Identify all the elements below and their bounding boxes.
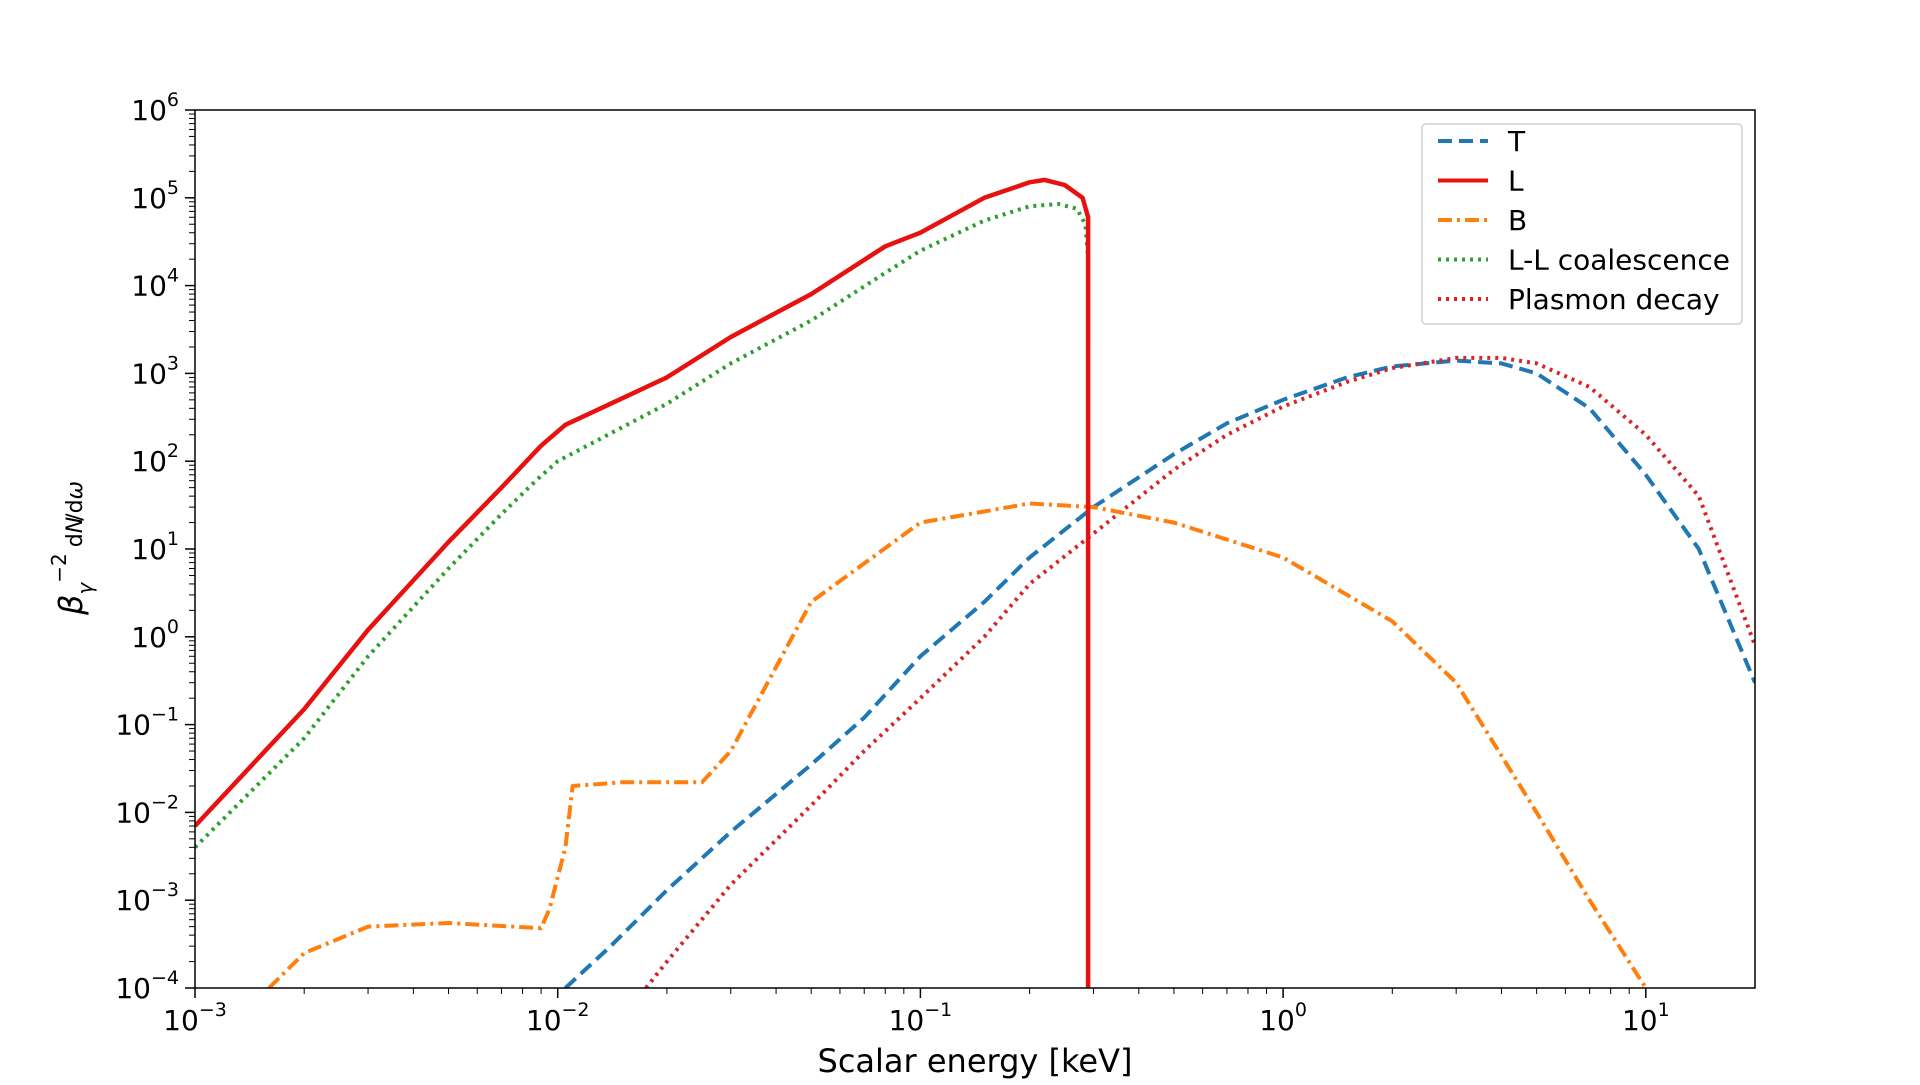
- x-tick-label: 101: [1622, 999, 1670, 1037]
- legend-label-l-l-coalescence: L-L coalescence: [1508, 244, 1730, 277]
- legend-box: [1421, 123, 1743, 325]
- x-tick-label: 10−3: [163, 999, 227, 1037]
- y-tick-label: 106: [131, 89, 179, 127]
- y-tick-label: 100: [131, 616, 179, 654]
- legend-label-plasmon-decay: Plasmon decay: [1508, 283, 1720, 316]
- series-line-plasmon-decay: [644, 355, 1755, 988]
- series-line-l-l-coalescence: [195, 202, 1091, 849]
- y-tick-label: 101: [131, 528, 179, 566]
- series-line-b: [267, 501, 1648, 988]
- x-tick-label: 10−2: [526, 999, 590, 1037]
- y-tick-label: 104: [131, 265, 179, 303]
- legend-label-b: B: [1508, 204, 1527, 237]
- x-tick-label: 100: [1259, 999, 1307, 1037]
- y-tick-label: 102: [131, 440, 179, 478]
- y-tick-label: 10−1: [115, 704, 179, 742]
- y-tick-label: 10−3: [115, 879, 179, 917]
- svg-text:βγ−2dN/dω: βγ−2dN/dω: [47, 481, 97, 616]
- y-axis-label: βγ−2dN/dω: [47, 481, 97, 616]
- y-tick-label: 10−2: [115, 791, 179, 829]
- series-layer: [195, 177, 1755, 988]
- legend: TLB L-L coalescence Plasmon decay: [1421, 123, 1743, 325]
- x-axis-label: Scalar energy [keV]: [818, 1042, 1133, 1080]
- y-tick-label: 103: [131, 352, 179, 390]
- series-line-l: [195, 177, 1091, 988]
- x-tick-label: 10−1: [889, 999, 953, 1037]
- x-axis: 10−3 10−2 10−1 100 101: [163, 988, 1670, 1037]
- y-tick-label: 105: [131, 177, 179, 215]
- y-axis: 10−4 10−3 10−2 10−1 100 101 102 103 104 105 106: [115, 89, 195, 1005]
- y-tick-label: 10−4: [115, 967, 179, 1005]
- legend-label-t: T: [1507, 125, 1526, 158]
- series-line-t: [564, 358, 1755, 988]
- legend-label-l: L: [1508, 165, 1524, 198]
